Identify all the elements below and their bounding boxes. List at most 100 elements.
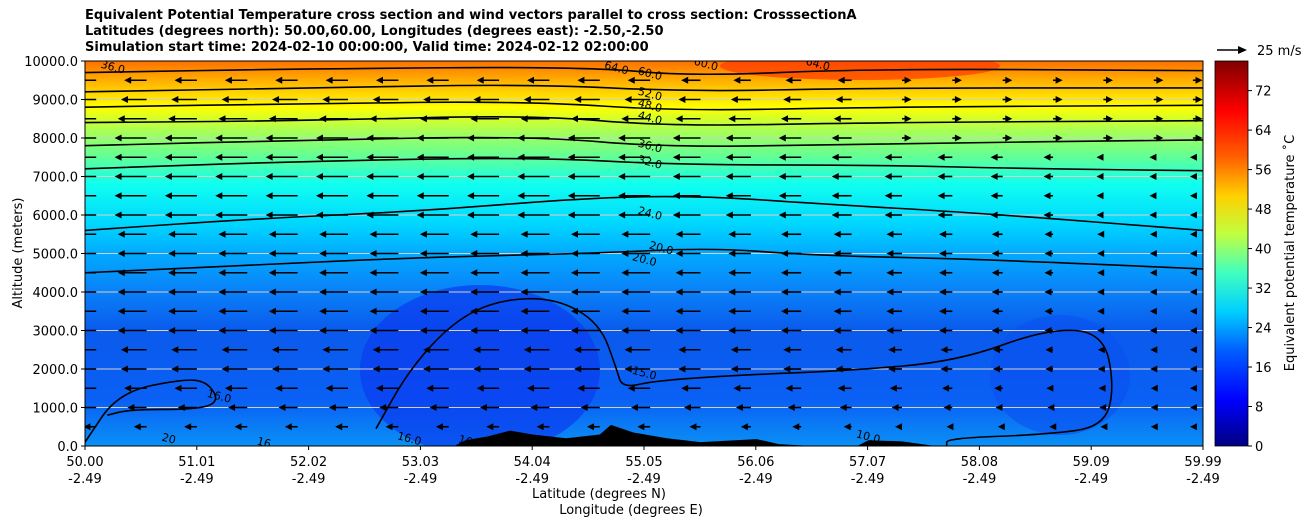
wind-arrow	[221, 96, 248, 103]
wind-arrow	[574, 346, 600, 354]
wind-arrow	[114, 153, 147, 161]
contour-label: 48.0	[637, 96, 664, 115]
y-tick-label: 4000.0	[33, 286, 79, 301]
wind-arrow	[319, 115, 348, 123]
wind-arrow	[577, 384, 600, 392]
wind-arrow	[85, 423, 97, 431]
wind-arrow	[580, 404, 600, 411]
wind-arrow	[234, 423, 248, 431]
y-tick-label: 8000.0	[33, 132, 79, 147]
contour-label: 20.0	[631, 250, 658, 269]
y-axis-label: Altitude (meters)	[11, 198, 26, 309]
wind-arrow	[325, 76, 348, 84]
wind-arrow	[778, 134, 802, 142]
colorbar-tick-label: 72	[1255, 85, 1272, 100]
wind-arrow	[470, 269, 500, 277]
wind-arrow	[833, 269, 852, 277]
wind-arrow	[689, 423, 701, 431]
wind-arrow	[1189, 307, 1197, 315]
wind-arrow	[678, 346, 701, 354]
wind-arrow	[467, 153, 500, 161]
wind-arrow	[517, 173, 550, 180]
wind-arrow	[1192, 76, 1203, 84]
wind-arrow	[886, 230, 902, 238]
wind-arrow	[901, 115, 912, 123]
wind-arrow	[1149, 230, 1157, 238]
quiver-key-arrowhead	[1238, 46, 1247, 54]
wind-arrow	[939, 269, 953, 277]
wind-arrow	[1149, 192, 1157, 200]
wind-arrow	[268, 307, 298, 315]
wind-arrow	[735, 404, 751, 411]
wind-arrow	[1002, 76, 1013, 84]
wind-arrow	[1043, 173, 1054, 180]
wind-arrow	[85, 271, 97, 274]
wind-arrow	[218, 269, 248, 277]
wind-arrow	[375, 76, 399, 84]
wind-arrow	[85, 194, 97, 197]
x-tick-label-lon: -2.49	[180, 472, 214, 487]
wind-arrow	[586, 423, 600, 431]
wind-arrow	[419, 230, 449, 238]
wind-arrow	[725, 134, 751, 142]
wind-arrow	[335, 423, 348, 431]
wind-arrow	[901, 96, 912, 103]
wind-arrow	[215, 211, 248, 219]
wind-arrow	[1153, 96, 1164, 103]
wind-arrow	[783, 346, 802, 354]
warm-pocket-top	[720, 61, 1000, 80]
wind-arrow	[1150, 346, 1158, 354]
wind-arrow	[839, 404, 852, 411]
wind-arrow	[221, 365, 248, 373]
wind-arrow	[1189, 153, 1197, 161]
wind-arrow	[467, 192, 500, 200]
wind-arrow	[1149, 211, 1157, 219]
wind-arrow	[728, 230, 751, 238]
wind-arrow	[781, 269, 802, 277]
wind-arrow	[672, 211, 701, 219]
colorbar-tick-label: 16	[1255, 361, 1272, 376]
wind-arrow	[990, 211, 1003, 219]
contour-label: 44.0	[637, 109, 664, 128]
x-tick-label-lat: 59.09	[1073, 455, 1110, 470]
wind-arrow	[937, 192, 953, 200]
cold-pocket-east	[990, 315, 1130, 435]
wind-arrow	[886, 250, 902, 257]
wind-arrow	[369, 230, 399, 238]
wind-arrow	[1043, 153, 1054, 161]
wind-arrow	[1189, 346, 1197, 354]
contour-36.0	[85, 136, 1203, 147]
wind-arrow	[268, 230, 298, 238]
wind-arrow	[1097, 365, 1105, 373]
contour-16.0	[85, 379, 217, 443]
wind-arrow	[570, 250, 600, 257]
colorbar-tick-label: 8	[1255, 401, 1263, 416]
wind-arrow	[419, 288, 449, 296]
wind-arrow	[952, 134, 962, 142]
wind-arrow	[1100, 423, 1108, 431]
wind-arrow	[124, 76, 147, 84]
wind-arrow	[315, 153, 348, 161]
wind-arrow	[1189, 423, 1197, 431]
wind-arrow	[385, 423, 399, 431]
wind-arrow	[728, 288, 751, 296]
wind-arrow	[785, 76, 802, 84]
wind-arrow	[997, 423, 1005, 431]
wind-arrow	[833, 288, 852, 296]
wind-arrow	[470, 327, 500, 334]
wind-arrow	[1149, 269, 1157, 277]
wind-arrow	[1192, 134, 1203, 142]
wind-arrow	[1149, 327, 1157, 334]
wind-arrow	[1053, 76, 1063, 84]
colorbar-tick-label: 64	[1255, 124, 1272, 139]
wind-arrow	[268, 269, 298, 277]
wind-arrow	[476, 384, 500, 392]
wind-arrow	[675, 230, 701, 238]
wind-arrow	[369, 115, 399, 123]
contour-label: 16	[255, 435, 272, 451]
chart-title-line-1: Equivalent Potential Temperature cross s…	[85, 8, 857, 23]
wind-arrow	[1044, 288, 1054, 296]
wind-arrow	[781, 230, 802, 238]
wind-arrow	[891, 404, 902, 411]
wind-arrow	[369, 288, 399, 296]
